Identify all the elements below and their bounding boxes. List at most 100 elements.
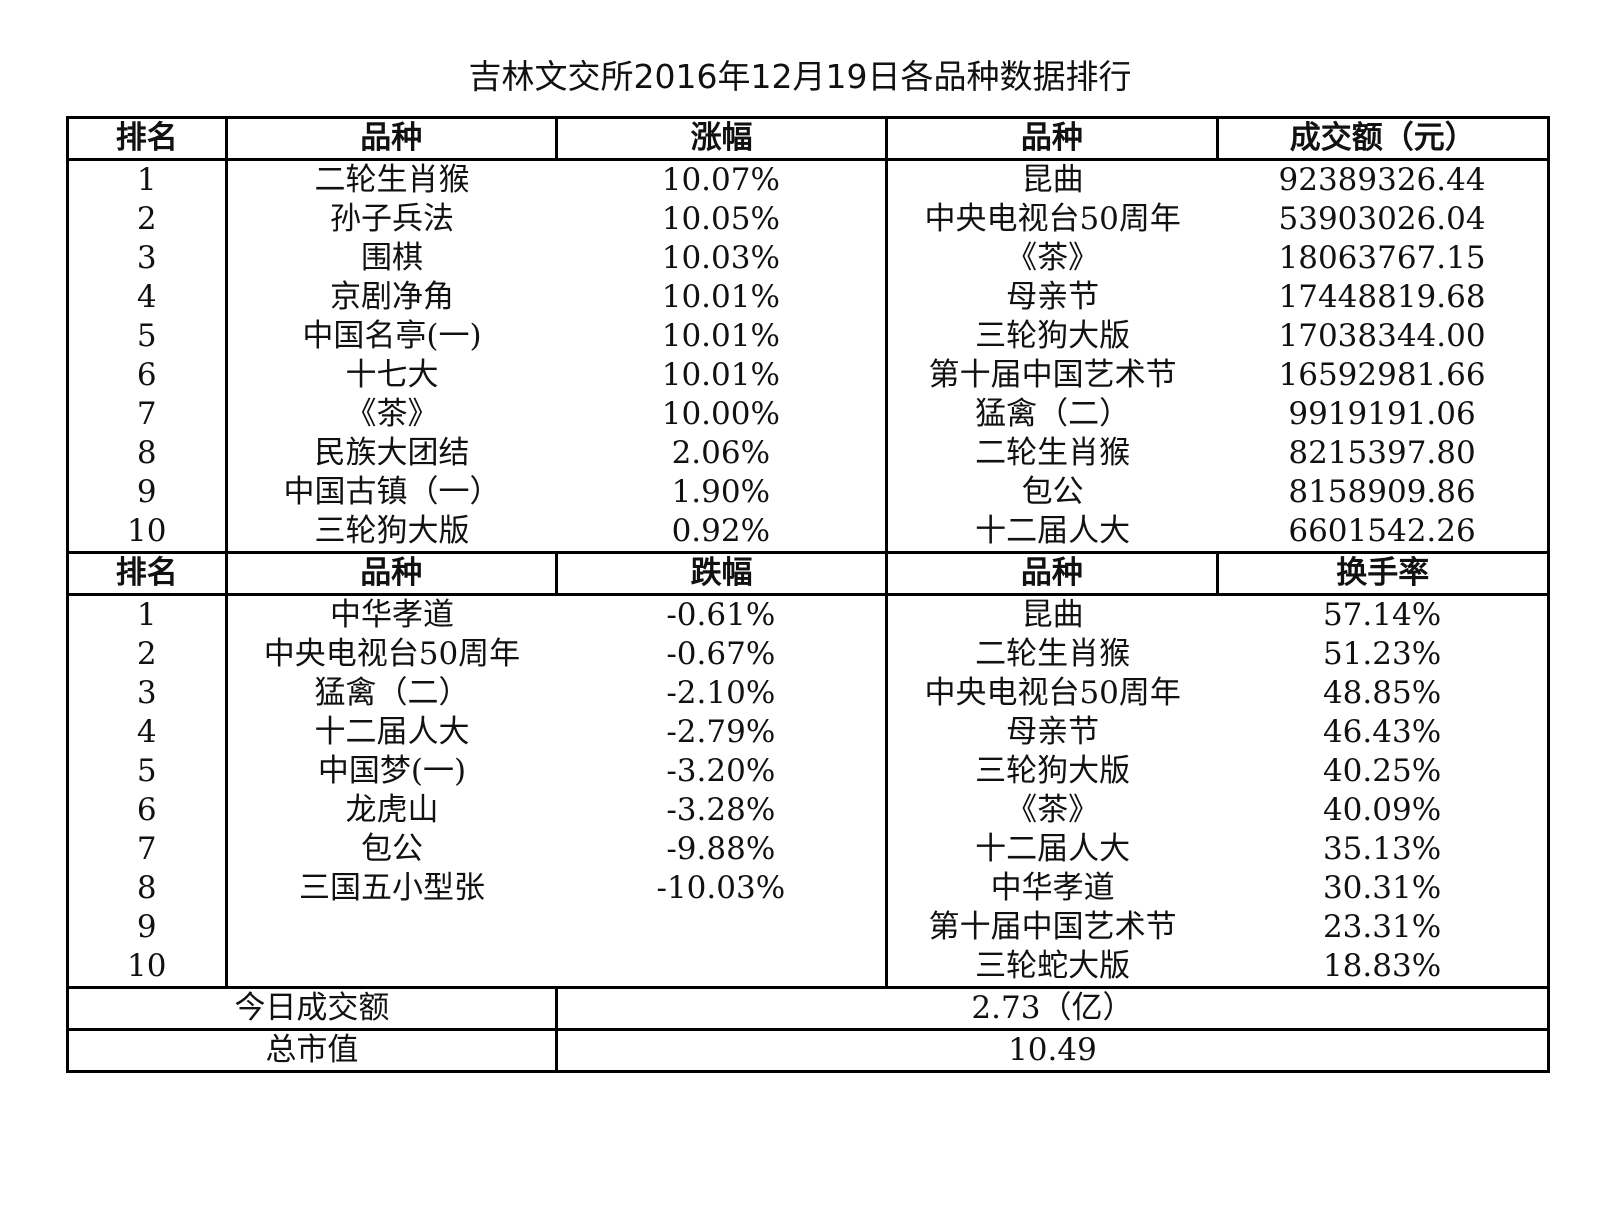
cell-variety: 十二届人大: [314, 714, 470, 750]
cell-rank: 6: [67, 356, 228, 395]
header-rank: 排名: [67, 116, 228, 161]
table-row: 1 中华孝道 -0.61% 昆曲 57.14%: [67, 594, 1549, 635]
cell-variety: [226, 908, 556, 947]
cell-rank: 2: [67, 200, 228, 239]
cell-variety: 围棋: [360, 240, 423, 276]
cell-value: 92389326.44: [1278, 162, 1486, 198]
cell-value: 35.13%: [1322, 831, 1442, 867]
cell-variety-right: 三轮蛇大版: [975, 948, 1131, 984]
table-row: 10 三轮狗大版 0.92% 十二届人大 6601542.26: [67, 512, 1549, 553]
cell-rank: 6: [67, 791, 228, 830]
summary-value: 2.73（亿）: [556, 986, 1549, 1030]
cell-value: 17038344.00: [1278, 318, 1486, 354]
cell-variety: 京剧净角: [329, 279, 454, 315]
summary-row: 总市值 10.49: [67, 1028, 1549, 1072]
cell-variety: 《茶》: [345, 396, 439, 432]
table-row: 3 围棋 10.03% 《茶》 18063767.15: [67, 239, 1549, 278]
cell-variety-right: 《茶》: [1006, 792, 1100, 828]
cell-variety: 三轮狗大版: [314, 513, 470, 549]
cell-variety-right: 《茶》: [1006, 240, 1100, 276]
summary-row: 今日成交额 2.73（亿）: [67, 986, 1549, 1030]
cell-value: 57.14%: [1322, 597, 1442, 633]
cell-variety-right: 二轮生肖猴: [975, 636, 1131, 672]
table-row: 9 第十届中国艺术节 23.31%: [67, 908, 1549, 947]
table-row: 6 龙虎山 -3.28% 《茶》 40.09%: [67, 791, 1549, 830]
cell-variety-right: 母亲节: [1006, 714, 1100, 750]
table-row: 5 中国名亭(一) 10.01% 三轮狗大版 17038344.00: [67, 317, 1549, 356]
cell-value: 18063767.15: [1278, 240, 1486, 276]
cell-rank: 7: [67, 395, 228, 434]
table-row: 4 京剧净角 10.01% 母亲节 17448819.68: [67, 278, 1549, 317]
cell-change: [556, 947, 889, 988]
cell-variety-right: 昆曲: [1021, 597, 1084, 633]
cell-variety: 三国五小型张: [298, 870, 485, 906]
cell-variety: 龙虎山: [345, 792, 439, 828]
cell-variety-right: 猛禽（二）: [975, 396, 1131, 432]
cell-rank: 3: [67, 674, 228, 713]
cell-variety-right: 中央电视台50周年: [924, 675, 1181, 711]
cell-variety-right: 二轮生肖猴: [975, 435, 1131, 471]
header-value: 成交额（元）: [1217, 116, 1549, 161]
cell-rank: 5: [67, 752, 228, 791]
cell-variety-right: 十二届人大: [975, 831, 1131, 867]
table-row: 8 民族大团结 2.06% 二轮生肖猴 8215397.80: [67, 434, 1549, 473]
cell-value: 9919191.06: [1288, 396, 1476, 432]
cell-value: 30.31%: [1322, 870, 1442, 906]
cell-variety-right: 包公: [1021, 474, 1084, 510]
cell-change: 10.01%: [556, 317, 889, 356]
cell-change: [556, 908, 889, 947]
cell-change: 10.03%: [556, 239, 889, 278]
header-row-1: 排名 品种 涨幅 品种 成交额（元）: [67, 116, 1549, 161]
cell-variety: [226, 947, 556, 988]
cell-variety-right: 第十届中国艺术节: [928, 909, 1177, 945]
cell-variety: 二轮生肖猴: [314, 162, 470, 198]
cell-value: 18.83%: [1322, 948, 1442, 984]
cell-rank: 5: [67, 317, 228, 356]
cell-variety: 中华孝道: [329, 597, 454, 633]
cell-rank: 10: [67, 947, 228, 988]
cell-rank: 4: [67, 713, 228, 752]
summary-label: 总市值: [67, 1028, 558, 1072]
cell-rank: 8: [67, 869, 228, 908]
cell-change: 1.90%: [556, 473, 889, 512]
ranking-table: 排名 品种 涨幅 品种 成交额（元） 1 二轮生肖猴 10.07% 昆曲 92389326.44 2…: [66, 116, 1550, 1073]
table-row: 10 三轮蛇大版 18.83%: [67, 947, 1549, 988]
table-row: 8 三国五小型张 -10.03% 中华孝道 30.31%: [67, 869, 1549, 908]
cell-change: 10.07%: [556, 159, 889, 200]
table-row: 5 中国梦(一) -3.20% 三轮狗大版 40.25%: [67, 752, 1549, 791]
cell-variety-right: 中央电视台50周年: [924, 201, 1181, 237]
cell-value: 40.09%: [1322, 792, 1442, 828]
cell-change: -10.03%: [556, 869, 889, 908]
table-row: 1 二轮生肖猴 10.07% 昆曲 92389326.44: [67, 159, 1549, 200]
cell-rank: 1: [67, 594, 228, 635]
cell-change: 10.01%: [556, 356, 889, 395]
table-row: 3 猛禽（二） -2.10% 中央电视台50周年 48.85%: [67, 674, 1549, 713]
cell-rank: 1: [67, 159, 228, 200]
cell-value: 51.23%: [1322, 636, 1442, 672]
cell-value: 8215397.80: [1288, 435, 1476, 471]
cell-value: 48.85%: [1322, 675, 1442, 711]
cell-variety: 民族大团结: [314, 435, 470, 471]
cell-rank: 4: [67, 278, 228, 317]
cell-rank: 7: [67, 830, 228, 869]
cell-rank: 2: [67, 635, 228, 674]
cell-variety-right: 十二届人大: [975, 513, 1131, 549]
cell-value: 46.43%: [1322, 714, 1442, 750]
table-row: 4 十二届人大 -2.79% 母亲节 46.43%: [67, 713, 1549, 752]
cell-variety: 猛禽（二）: [314, 675, 470, 711]
cell-change: 10.01%: [556, 278, 889, 317]
table-row: 2 中央电视台50周年 -0.67% 二轮生肖猴 51.23%: [67, 635, 1549, 674]
cell-rank: 9: [67, 473, 228, 512]
header-value: 换手率: [1217, 551, 1549, 596]
header-rank: 排名: [67, 551, 228, 596]
cell-value: 8158909.86: [1288, 474, 1476, 510]
cell-variety-right: 第十届中国艺术节: [928, 357, 1177, 393]
cell-variety: 包公: [360, 831, 423, 867]
cell-change: 0.92%: [556, 512, 889, 553]
cell-variety: 孙子兵法: [329, 201, 454, 237]
cell-variety-right: 中华孝道: [990, 870, 1115, 906]
cell-variety: 十七大: [345, 357, 439, 393]
table-row: 2 孙子兵法 10.05% 中央电视台50周年 53903026.04: [67, 200, 1549, 239]
cell-rank: 3: [67, 239, 228, 278]
header-variety: 品种: [226, 116, 558, 161]
